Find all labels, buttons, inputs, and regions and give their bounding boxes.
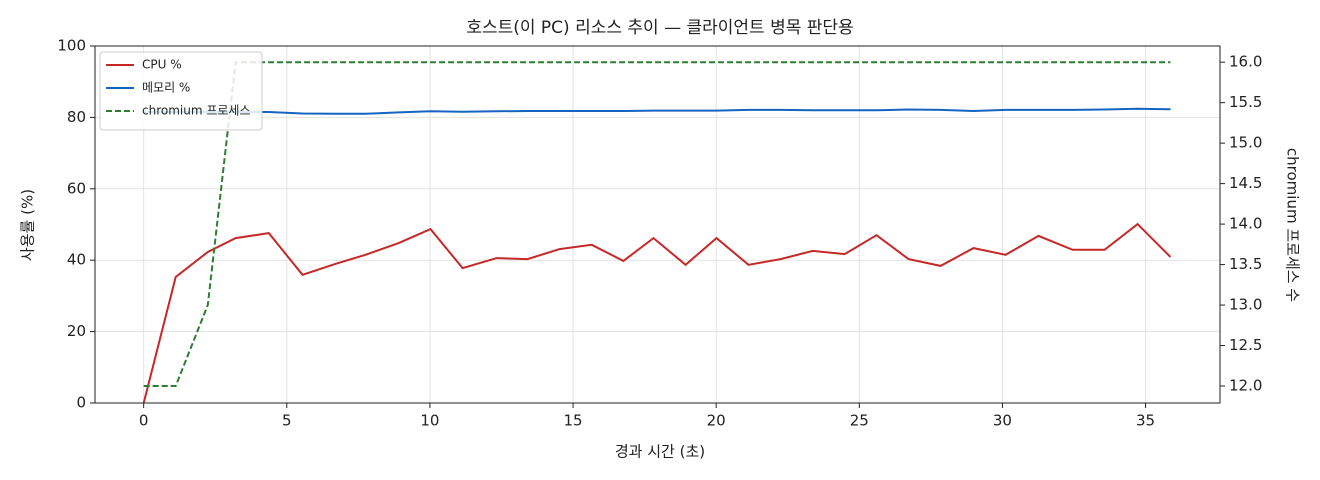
- y2-tick-label: 16.0: [1229, 53, 1262, 71]
- x-tick-label: 5: [282, 412, 292, 430]
- x-tick-label: 30: [993, 412, 1012, 430]
- legend-label: 메모리 %: [142, 81, 190, 95]
- plot-frame: [94, 45, 1221, 404]
- x-tick-label: 25: [850, 412, 869, 430]
- y2-tick-label: 14.5: [1229, 174, 1262, 192]
- series-line: [142, 222, 1172, 403]
- y2-axis-label: chromium 프로세스 수: [1284, 148, 1302, 302]
- x-tick-label: 0: [139, 412, 149, 430]
- y-tick-label: 80: [67, 108, 86, 126]
- y-axis-label: 사용률 (%): [19, 189, 37, 261]
- y2-tick-label: 12.0: [1229, 377, 1262, 395]
- y-tick-label: 40: [67, 251, 86, 269]
- y-tick-label: 100: [57, 37, 86, 55]
- legend-label: chromium 프로세스: [142, 104, 251, 118]
- y-tick-label: 60: [67, 179, 86, 197]
- y-tick-label: 20: [67, 322, 86, 340]
- x-axis-label: 경과 시간 (초): [615, 443, 705, 461]
- x-tick-label: 35: [1136, 412, 1155, 430]
- y2-tick-label: 13.0: [1229, 296, 1262, 314]
- y2-tick-label: 14.0: [1229, 215, 1262, 233]
- y-tick-label: 0: [76, 394, 86, 412]
- x-tick-label: 10: [420, 412, 439, 430]
- legend-label: CPU %: [142, 58, 182, 72]
- legend-box: [99, 51, 263, 131]
- y2-tick-label: 13.5: [1229, 255, 1262, 273]
- y2-tick-label: 12.5: [1229, 336, 1262, 354]
- y2-tick-label: 15.0: [1229, 134, 1262, 152]
- series-line: [143, 61, 1171, 387]
- x-tick-label: 15: [564, 412, 583, 430]
- y2-tick-label: 15.5: [1229, 93, 1262, 111]
- x-tick-label: 20: [707, 412, 726, 430]
- series-line: [143, 107, 1171, 115]
- chart-title: 호스트(이 PC) 리소스 추이 — 클라이언트 병목 판단용: [466, 18, 853, 38]
